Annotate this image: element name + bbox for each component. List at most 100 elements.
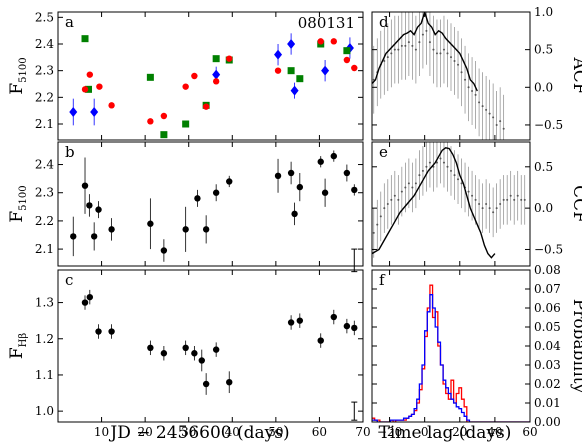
data-point: [182, 120, 190, 128]
data-point: [499, 120, 502, 123]
data-point: [467, 190, 470, 193]
y-axis-label: CCF: [569, 185, 582, 223]
y-tick-label: 2.3: [35, 64, 54, 78]
data-point: [460, 71, 463, 74]
data-point: [330, 152, 338, 160]
y-axis-label: ACF: [569, 56, 582, 94]
data-point: [226, 178, 233, 185]
data-point: [147, 344, 154, 352]
data-point: [95, 328, 102, 335]
data-point: [321, 189, 329, 196]
data-point: [212, 69, 221, 80]
data-point: [506, 198, 509, 201]
data-point: [86, 71, 94, 78]
data-point: [147, 118, 154, 125]
correlation-line: [372, 147, 496, 259]
data-point: [390, 198, 393, 201]
data-point: [397, 48, 400, 51]
data-point: [274, 172, 282, 180]
panel-b: 2.1 2.2 2.3 2.4 b F5100: [7, 141, 364, 273]
plot-area-a: [69, 33, 358, 139]
data-point: [343, 47, 351, 55]
panel-label: d: [379, 13, 389, 31]
x-tick-label: 20: [452, 425, 467, 439]
x-tick-label: 40: [225, 425, 240, 439]
data-point: [386, 56, 389, 59]
data-point: [442, 48, 445, 51]
data-point: [446, 52, 449, 55]
data-point: [70, 233, 77, 240]
y-tick-label: 0.03: [534, 358, 561, 372]
panel-e: −0.5 0.0 0.5 e CCF: [371, 141, 582, 267]
data-point: [488, 207, 491, 210]
y-tick-label: 0.07: [534, 282, 561, 296]
data-point: [202, 103, 210, 110]
data-point: [317, 158, 324, 165]
data-point: [400, 44, 403, 47]
data-point: [492, 116, 495, 119]
data-point: [509, 194, 512, 197]
data-point: [343, 322, 351, 330]
data-point: [439, 52, 442, 55]
x-tick-label: 20: [138, 425, 153, 439]
x-tick-label: 70: [355, 425, 370, 439]
y-tick-label: 1.1: [35, 368, 54, 382]
y-tick-label: 1.3: [35, 296, 54, 310]
data-point: [499, 203, 502, 205]
data-point: [291, 210, 298, 218]
y-axis-label-subscript: 5100: [18, 185, 29, 210]
data-point: [90, 233, 98, 240]
data-point: [464, 78, 467, 81]
panel-annotation: 080131: [298, 14, 355, 32]
data-point: [453, 59, 456, 62]
data-point: [212, 189, 220, 196]
data-point: [453, 174, 456, 177]
data-point: [376, 223, 379, 226]
data-point: [471, 194, 474, 197]
data-point: [226, 55, 233, 62]
data-point: [69, 107, 78, 117]
y-tick-label: 0.0: [534, 201, 553, 215]
data-point: [274, 49, 283, 60]
data-point: [202, 380, 210, 388]
data-point: [191, 72, 198, 80]
data-point: [146, 73, 154, 81]
data-point: [372, 231, 375, 234]
data-point: [407, 41, 410, 44]
data-point: [418, 174, 421, 177]
y-tick-label: 0.00: [534, 415, 561, 429]
data-point: [439, 157, 442, 160]
data-point: [343, 169, 351, 177]
panel-d: −0.5 0.0 0.5 1.0 d ACF: [371, 5, 582, 141]
data-point: [432, 48, 435, 51]
y-axis-label: F5100: [7, 57, 29, 94]
data-point: [442, 161, 445, 164]
data-point: [495, 207, 498, 210]
data-point: [393, 194, 396, 197]
y-axis-label: FHβ: [7, 333, 29, 360]
data-point: [516, 194, 519, 197]
plot-area-e: [372, 142, 526, 259]
panel-label: f: [379, 271, 386, 289]
y-axis-label: F5100: [7, 185, 29, 222]
data-point: [212, 55, 220, 63]
y-tick-label: 1.0: [35, 404, 54, 418]
data-point: [351, 324, 358, 332]
data-point: [160, 131, 168, 139]
data-point: [474, 198, 477, 201]
data-point: [404, 186, 407, 189]
data-point: [296, 317, 304, 324]
data-point: [495, 123, 498, 126]
panel-c: 1.0 1.1 1.2 1.3 10 20 30 40 50 60 70 c FHβ: [7, 269, 371, 439]
x-tick-label: 0: [421, 425, 429, 439]
data-point: [81, 299, 89, 306]
y-tick-label: 0.0: [534, 80, 553, 94]
y-tick-label: 2.1: [35, 117, 54, 131]
data-point: [81, 86, 89, 93]
plot-area-d: [372, 12, 505, 140]
data-point: [457, 178, 460, 181]
data-point: [502, 198, 505, 201]
data-point: [450, 169, 452, 172]
data-point: [317, 38, 324, 45]
